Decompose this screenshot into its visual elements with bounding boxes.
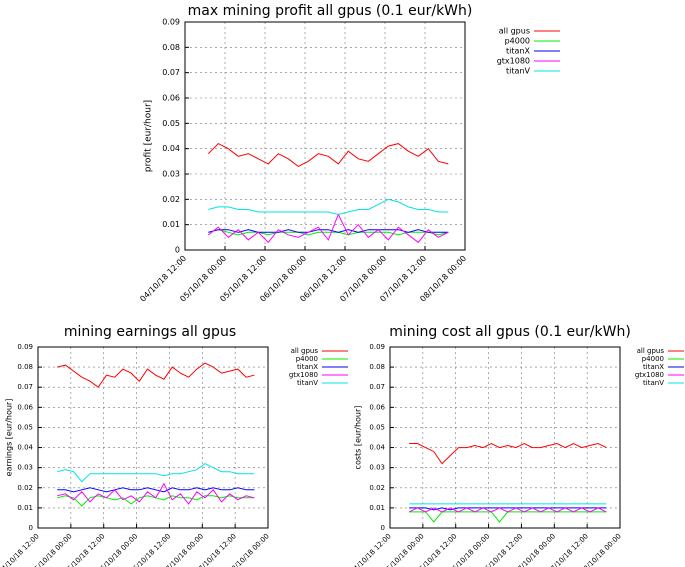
y-tick-label: 0.04	[17, 444, 33, 452]
legend-label: titanV	[506, 67, 530, 76]
plot-frame	[184, 21, 466, 251]
plot-frame	[389, 346, 621, 529]
y-tick-label: 0.09	[17, 343, 33, 351]
series-line	[409, 511, 607, 523]
series-line	[409, 442, 607, 465]
y-tick-label: 0.09	[162, 18, 180, 27]
y-tick-label: 0.05	[369, 423, 385, 431]
y-tick-label: 0.01	[162, 220, 180, 229]
y-tick-label: 0.06	[17, 403, 33, 411]
series-line	[207, 213, 449, 244]
y-tick-label: 0	[175, 246, 180, 255]
y-tick-label: 0.02	[17, 484, 33, 492]
chart-title: mining cost all gpus (0.1 eur/kWh)	[389, 324, 631, 340]
y-tick-label: 0.04	[162, 144, 180, 153]
y-tick-label: 0.02	[162, 195, 180, 204]
y-tick-label: 0.08	[369, 363, 385, 371]
series-line	[57, 463, 255, 483]
y-axis-label: earnings [eur/hour]	[5, 399, 14, 477]
y-tick-label: 0.03	[17, 464, 33, 472]
x-tick-label: 04/10/18 12:00	[349, 532, 393, 567]
y-tick-label: 0.04	[369, 444, 385, 452]
legend-label: titanX	[297, 363, 318, 371]
legend-label: titanV	[297, 379, 318, 387]
legend-label: all gpus	[499, 27, 530, 36]
legend-label: p4000	[296, 355, 318, 363]
legend-label: titanX	[643, 363, 664, 371]
chart-title: max mining profit all gpus (0.1 eur/kWh)	[188, 3, 473, 19]
y-tick-label: 0.03	[162, 170, 180, 179]
legend-label: all gpus	[637, 347, 665, 355]
y-tick-label: 0.06	[369, 403, 385, 411]
y-tick-label: 0.02	[369, 484, 385, 492]
legend-label: gtx1080	[635, 371, 664, 379]
y-tick-label: 0.07	[369, 383, 385, 391]
legend-label: p4000	[642, 355, 664, 363]
series-line	[409, 507, 607, 511]
y-tick-label: 0.05	[162, 119, 180, 128]
y-tick-label: 0.07	[17, 383, 33, 391]
chart-title: mining earnings all gpus	[64, 324, 236, 340]
y-tick-label: 0	[381, 524, 385, 532]
y-axis-label: profit [eur/hour]	[144, 100, 154, 172]
series-line	[57, 487, 255, 493]
y-tick-label: 0	[29, 524, 33, 532]
legend-label: gtx1080	[289, 371, 318, 379]
y-tick-label: 0.06	[162, 94, 180, 103]
series-line	[208, 229, 449, 233]
y-tick-label: 0.08	[162, 43, 180, 52]
legend-label: all gpus	[291, 347, 319, 355]
plot-frame	[37, 346, 269, 529]
series-line	[57, 482, 255, 505]
series-line	[208, 198, 449, 216]
legend-label: gtx1080	[497, 57, 530, 66]
y-tick-label: 0.09	[369, 343, 385, 351]
y-tick-label: 0.01	[17, 504, 33, 512]
y-tick-label: 0.01	[369, 504, 385, 512]
x-tick-label: 04/10/18 12:00	[0, 532, 41, 567]
y-tick-label: 0.08	[17, 363, 33, 371]
y-axis-label: costs [eur/hour]	[354, 406, 363, 470]
y-tick-label: 0.05	[17, 423, 33, 431]
legend-label: titanX	[506, 47, 530, 56]
y-tick-label: 0.07	[162, 68, 180, 77]
legend-label: titanV	[643, 379, 664, 387]
legend-label: p4000	[505, 37, 530, 46]
series-line	[408, 507, 607, 513]
series-line	[207, 142, 449, 167]
y-tick-label: 0.03	[369, 464, 385, 472]
series-line	[57, 362, 255, 388]
